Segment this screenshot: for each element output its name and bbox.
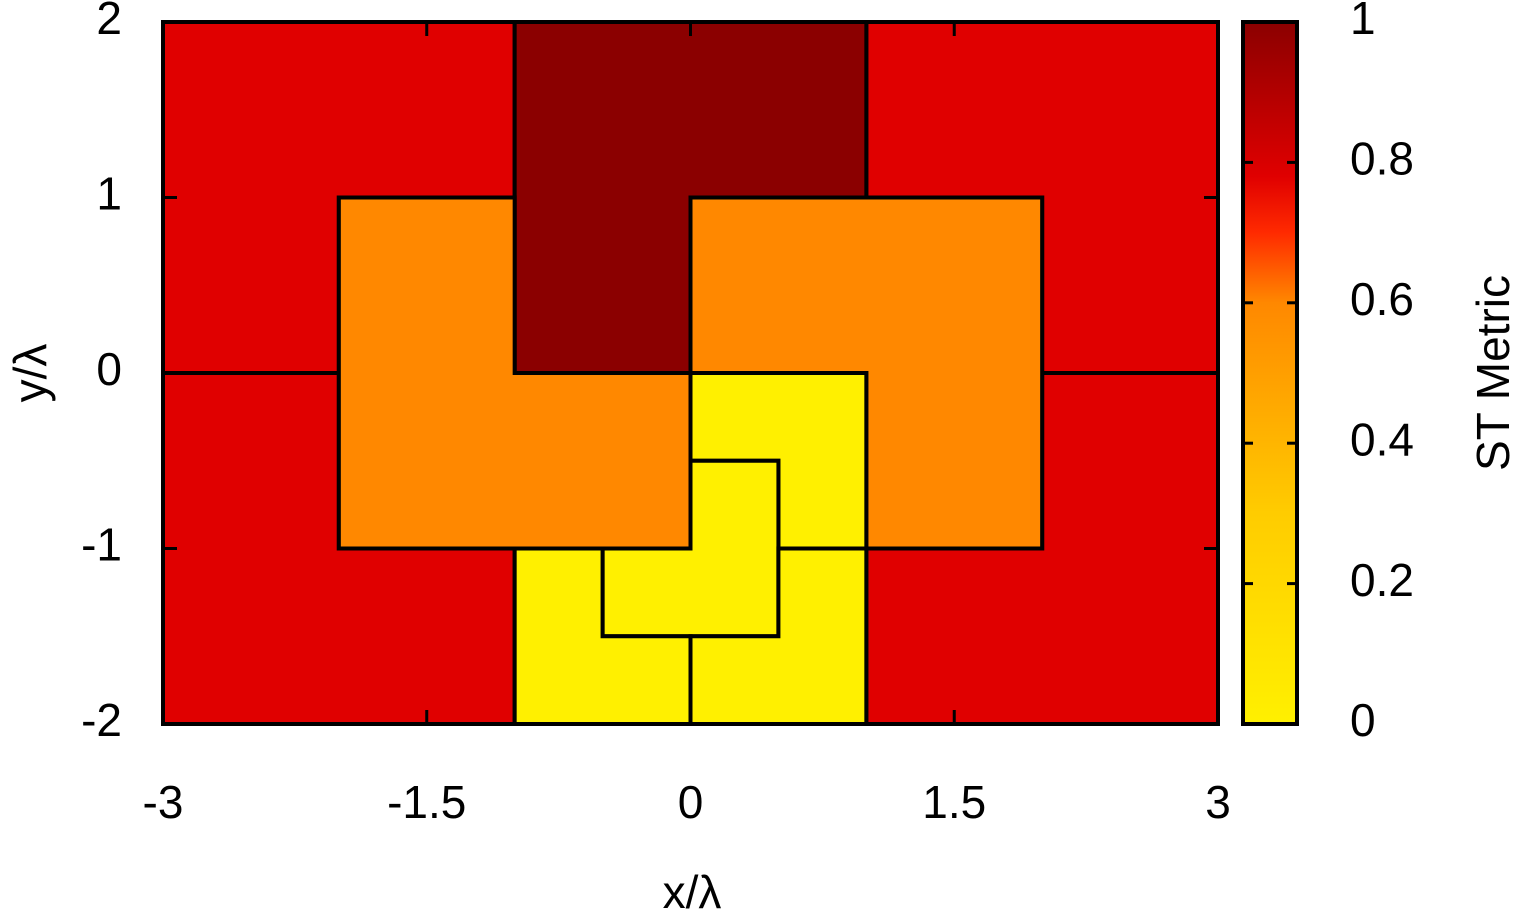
colorbar-tick-label: 0.4: [1350, 413, 1414, 465]
colorbar-tick-label: 0.8: [1350, 133, 1414, 185]
x-tick-label: 1.5: [922, 776, 986, 828]
x-tick-label: 0: [678, 776, 704, 828]
y-tick-label: 0: [96, 343, 122, 395]
y-tick-label: -2: [81, 694, 122, 746]
y-tick-label: 2: [96, 0, 122, 44]
x-tick-label: -1.5: [387, 776, 466, 828]
colorbar-tick-label: 0.2: [1350, 554, 1414, 606]
x-tick-label: 3: [1205, 776, 1231, 828]
y-axis-label: y/λ: [4, 344, 56, 403]
x-tick-label: -3: [143, 776, 184, 828]
colorbar-tick-label: 0: [1350, 694, 1376, 746]
colorbar-label: ST Metric: [1467, 275, 1519, 471]
colorbar-tick-label: 0.6: [1350, 273, 1414, 325]
colorbar-tick-label: 1: [1350, 0, 1376, 44]
x-axis-label: x/λ: [663, 866, 722, 918]
y-tick-label: 1: [96, 168, 122, 220]
colorbar: [1241, 20, 1299, 726]
y-tick-label: -1: [81, 519, 122, 571]
